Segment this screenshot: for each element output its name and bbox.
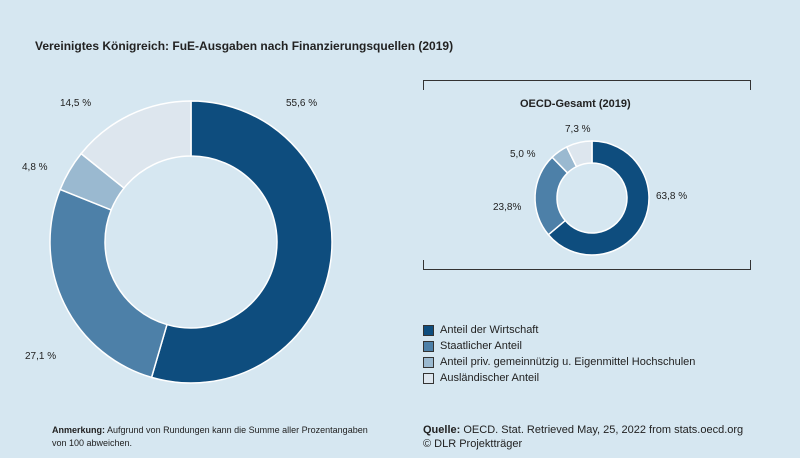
legend-item-staat: Staatlicher Anteil: [423, 338, 695, 354]
legend-label: Anteil der Wirtschaft: [440, 324, 539, 336]
donut-slice: [49, 188, 168, 379]
footnote: Anmerkung: Aufgrund von Rundungen kann d…: [52, 424, 372, 450]
legend-item-hochschulen: Anteil priv. gemeinnützig u. Eigenmittel…: [423, 354, 695, 370]
data-label: 63,8 %: [656, 191, 687, 202]
data-label: 5,0 %: [510, 149, 536, 160]
data-label: 7,3 %: [565, 124, 591, 135]
source: Quelle: OECD. Stat. Retrieved May, 25, 2…: [423, 423, 743, 451]
donut-oecd: 63,8 % 23,8% 5,0 % 7,3 %: [493, 124, 687, 256]
legend: Anteil der Wirtschaft Staatlicher Anteil…: [423, 322, 695, 386]
copyright: © DLR Projektträger: [423, 438, 523, 450]
legend-item-ausland: Ausländischer Anteil: [423, 370, 695, 386]
data-label: 23,8%: [493, 202, 521, 213]
legend-swatch: [423, 356, 434, 368]
source-label: Quelle:: [423, 424, 461, 436]
footnote-label: Anmerkung:: [52, 425, 106, 435]
legend-swatch: [423, 340, 434, 352]
legend-label: Ausländischer Anteil: [440, 372, 540, 384]
donut-slice: [547, 140, 650, 256]
chart-title: Vereinigtes Königreich: FuE-Ausgaben nac…: [35, 39, 454, 53]
data-label: 27,1 %: [25, 351, 56, 362]
legend-label: Anteil priv. gemeinnützig u. Eigenmittel…: [440, 356, 696, 368]
donut-slice: [150, 100, 333, 384]
donut-slice: [80, 100, 192, 190]
data-label: 14,5 %: [60, 98, 91, 109]
oecd-title: OECD-Gesamt (2019): [520, 98, 631, 110]
donut-uk: 55,6 % 27,1 % 4,8 % 14,5 %: [22, 98, 333, 384]
legend-swatch: [423, 324, 434, 336]
oecd-frame: [423, 80, 751, 270]
footnote-text: Aufgrund von Rundungen kann die Summe al…: [52, 425, 368, 448]
donut-slice: [565, 140, 593, 168]
legend-swatch: [423, 372, 434, 384]
data-label: 4,8 %: [22, 162, 48, 173]
legend-item-wirtschaft: Anteil der Wirtschaft: [423, 322, 695, 338]
data-label: 55,6 %: [286, 98, 317, 109]
legend-label: Staatlicher Anteil: [440, 340, 522, 352]
source-text: OECD. Stat. Retrieved May, 25, 2022 from…: [463, 424, 744, 436]
